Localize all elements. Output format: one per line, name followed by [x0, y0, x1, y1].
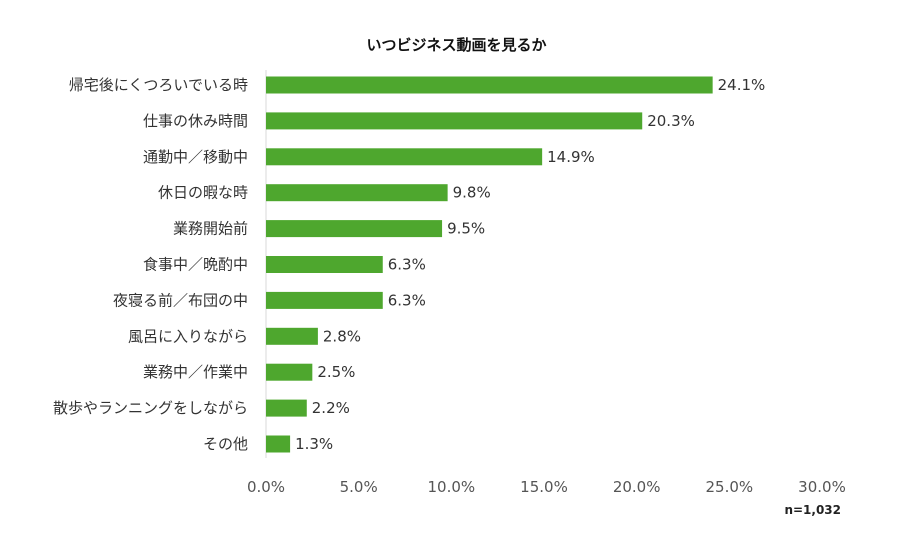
- bar: [266, 327, 318, 345]
- category-label: 食事中／晩酌中: [143, 256, 248, 274]
- bar: [266, 363, 313, 381]
- x-tick-label: 20.0%: [613, 478, 661, 496]
- category-label: 風呂に入りながら: [128, 327, 248, 345]
- x-tick-label: 5.0%: [340, 478, 378, 496]
- data-label: 14.9%: [547, 148, 595, 166]
- category-label: 帰宅後にくつろいでいる時: [69, 76, 248, 94]
- category-label: 休日の暇な時: [158, 184, 248, 202]
- bar: [266, 76, 713, 94]
- x-tick-label: 10.0%: [428, 478, 476, 496]
- bar: [266, 256, 383, 273]
- x-tick-label: 0.0%: [247, 478, 285, 496]
- x-tick-label: 30.0%: [798, 478, 846, 496]
- chart-title: いつビジネス動画を見るか: [366, 36, 547, 54]
- category-label: 散歩やランニングをしながら: [53, 399, 248, 417]
- bar: [266, 435, 291, 453]
- category-label: 業務開始前: [173, 220, 248, 238]
- data-label: 2.5%: [317, 363, 355, 381]
- bar: [266, 112, 643, 130]
- data-label: 2.2%: [312, 399, 350, 417]
- data-label: 9.8%: [453, 184, 491, 202]
- bar: [266, 291, 383, 309]
- sample-size-note: n=1,032: [784, 503, 841, 517]
- category-label: 仕事の休み時間: [143, 112, 248, 130]
- bar: [266, 148, 543, 166]
- data-label: 6.3%: [388, 291, 426, 309]
- data-label: 20.3%: [647, 112, 695, 130]
- bar: [266, 220, 443, 238]
- data-label: 9.5%: [447, 220, 485, 238]
- category-label: 通勤中／移動中: [143, 148, 248, 166]
- data-label: 1.3%: [295, 435, 333, 453]
- bar: [266, 399, 307, 417]
- category-label: その他: [203, 435, 248, 453]
- category-label: 夜寝る前／布団の中: [113, 291, 248, 309]
- data-label: 2.8%: [323, 327, 361, 345]
- category-label: 業務中／作業中: [143, 363, 248, 381]
- bar: [266, 184, 448, 202]
- data-label: 6.3%: [388, 256, 426, 274]
- x-tick-label: 25.0%: [706, 478, 754, 496]
- x-tick-label: 15.0%: [520, 478, 568, 496]
- data-label: 24.1%: [718, 76, 766, 94]
